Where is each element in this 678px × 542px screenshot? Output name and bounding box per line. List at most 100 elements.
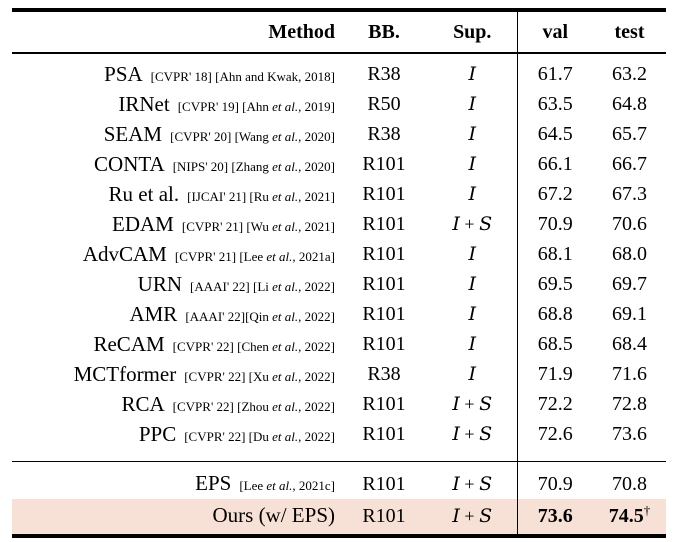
plus-sign: + bbox=[459, 473, 480, 494]
method-name: ReCAM bbox=[93, 331, 165, 356]
table-row: PPC [CVPR' 22] [Du et al., 2022] R101 I + … bbox=[12, 419, 666, 462]
method-cell: Ru et al. [IJCAI' 21] [Ru et al., 2021] bbox=[12, 179, 340, 209]
column-header-val: val bbox=[516, 10, 593, 53]
supervision-symbol-i: I bbox=[468, 273, 476, 295]
test-score-cell: 69.1 bbox=[612, 303, 647, 325]
backbone-cell: R101 bbox=[362, 273, 406, 295]
table-row: Ours (w/ EPS) R101 I + S 73.6 74.5† bbox=[12, 499, 666, 536]
results-table: Method BB. Sup. val test PSA [CVPR' 18] … bbox=[12, 8, 666, 538]
supervision-cell: I bbox=[428, 89, 517, 119]
method-cell: ReCAM [CVPR' 22] [Chen et al., 2022] bbox=[12, 329, 340, 359]
test-score-cell: 71.6 bbox=[612, 363, 647, 385]
et-al-italic: et al. bbox=[272, 398, 299, 414]
method-name: CONTA bbox=[94, 151, 165, 176]
supervision-cell: I + S bbox=[428, 419, 517, 462]
method-citation: [CVPR' 19] [Ahn et al., 2019] bbox=[177, 98, 335, 114]
method-name: IRNet bbox=[118, 91, 170, 116]
et-al-italic: et al. bbox=[272, 188, 299, 204]
table-row: MCTformer [CVPR' 22] [Xu et al., 2022] R3… bbox=[12, 359, 666, 389]
method-cell: EPS [Lee et al., 2021c] bbox=[12, 462, 340, 500]
val-score-cell: 72.2 bbox=[516, 389, 593, 419]
et-al-italic: et al. bbox=[272, 128, 299, 144]
backbone-cell: R101 bbox=[362, 183, 406, 205]
column-header-supervision: Sup. bbox=[453, 21, 492, 43]
method-cell: SEAM [CVPR' 20] [Wang et al., 2020] bbox=[12, 119, 340, 149]
supervision-symbol-i: I bbox=[468, 63, 476, 85]
method-citation: [CVPR' 22] [Du et al., 2022] bbox=[184, 428, 335, 444]
test-score-cell: 67.3 bbox=[612, 183, 647, 205]
backbone-cell: R101 bbox=[362, 153, 406, 175]
plus-sign: + bbox=[459, 394, 480, 414]
method-citation: [AAAI' 22] [Li et al., 2022] bbox=[190, 278, 335, 294]
val-score-cell: 69.5 bbox=[516, 269, 593, 299]
val-score-cell: 70.9 bbox=[516, 209, 593, 239]
table-section-prior-work: PSA [CVPR' 18] [Ahn and Kwak, 2018] R38 I 6… bbox=[12, 53, 666, 462]
test-score-cell: 66.7 bbox=[612, 153, 647, 175]
backbone-cell: R38 bbox=[367, 123, 401, 145]
column-header-method: Method bbox=[268, 21, 335, 43]
backbone-cell: R101 bbox=[362, 213, 406, 235]
method-cell: AMR [AAAI' 22][Qin et al., 2022] bbox=[12, 299, 340, 329]
method-citation: [Lee et al., 2021c] bbox=[239, 478, 335, 493]
supervision-cell: I bbox=[428, 329, 517, 359]
method-cell: PPC [CVPR' 22] [Du et al., 2022] bbox=[12, 419, 340, 462]
backbone-cell: R101 bbox=[362, 303, 406, 325]
backbone-cell: R101 bbox=[362, 423, 406, 445]
supervision-symbol-i: I bbox=[452, 423, 460, 445]
et-al-italic: et al. bbox=[266, 478, 293, 493]
method-cell: PSA [CVPR' 18] [Ahn and Kwak, 2018] bbox=[12, 53, 340, 89]
supervision-symbol-s: S bbox=[479, 472, 493, 495]
supervision-symbol-s: S bbox=[479, 423, 493, 445]
backbone-cell: R101 bbox=[362, 333, 406, 355]
table-row: AdvCAM [CVPR' 21] [Lee et al., 2021a] R10… bbox=[12, 239, 666, 269]
plus-sign: + bbox=[459, 424, 480, 444]
table-row: IRNet [CVPR' 19] [Ahn et al., 2019] R50 I 6… bbox=[12, 89, 666, 119]
test-score-cell: 70.8 bbox=[612, 472, 647, 495]
table-row: SEAM [CVPR' 20] [Wang et al., 2020] R38 I 6… bbox=[12, 119, 666, 149]
method-cell: CONTA [NIPS' 20] [Zhang et al., 2020] bbox=[12, 149, 340, 179]
val-score-cell: 72.6 bbox=[516, 419, 593, 462]
val-score-cell: 64.5 bbox=[516, 119, 593, 149]
val-score-cell: 61.7 bbox=[516, 53, 593, 89]
method-citation: [CVPR' 22] [Chen et al., 2022] bbox=[172, 338, 335, 354]
table-row: URN [AAAI' 22] [Li et al., 2022] R101 I 69.… bbox=[12, 269, 666, 299]
backbone-cell: R101 bbox=[362, 472, 406, 495]
supervision-cell: I bbox=[428, 239, 517, 269]
backbone-cell: R101 bbox=[362, 393, 406, 415]
supervision-symbol-i: I bbox=[452, 472, 460, 495]
supervision-cell: I + S bbox=[428, 209, 517, 239]
val-score-cell: 68.8 bbox=[516, 299, 593, 329]
method-cell: MCTformer [CVPR' 22] [Xu et al., 2022] bbox=[12, 359, 340, 389]
plus-sign: + bbox=[459, 505, 480, 526]
method-name: EDAM bbox=[112, 211, 174, 236]
test-score-cell: 70.6 bbox=[612, 213, 647, 235]
method-name: EPS bbox=[195, 471, 232, 495]
test-score-cell: 68.0 bbox=[612, 243, 647, 265]
supervision-symbol-i: I bbox=[468, 183, 476, 205]
et-al-italic: et al. bbox=[272, 428, 299, 444]
supervision-symbol-i: I bbox=[468, 243, 476, 265]
method-name: PPC bbox=[138, 421, 177, 446]
method-citation: [CVPR' 20] [Wang et al., 2020] bbox=[170, 128, 335, 144]
et-al-italic: et al. bbox=[272, 98, 299, 114]
et-al-italic: et al. bbox=[272, 278, 299, 294]
method-cell: IRNet [CVPR' 19] [Ahn et al., 2019] bbox=[12, 89, 340, 119]
table-row: CONTA [NIPS' 20] [Zhang et al., 2020] R10… bbox=[12, 149, 666, 179]
table-row: ReCAM [CVPR' 22] [Chen et al., 2022] R101… bbox=[12, 329, 666, 359]
method-name: AdvCAM bbox=[82, 241, 167, 266]
supervision-symbol-i: I bbox=[468, 303, 476, 325]
val-score-cell: 70.9 bbox=[516, 461, 593, 499]
table-row: AMR [AAAI' 22][Qin et al., 2022] R101 I 68.… bbox=[12, 299, 666, 329]
table-row: EDAM [CVPR' 21] [Wu et al., 2021] R101 I +… bbox=[12, 209, 666, 239]
plus-sign: + bbox=[459, 214, 480, 234]
backbone-cell: R50 bbox=[367, 93, 401, 115]
supervision-cell: I bbox=[428, 119, 517, 149]
et-al-italic: et al. bbox=[272, 368, 299, 384]
val-score-cell: 73.6 bbox=[516, 499, 593, 536]
supervision-symbol-i: I bbox=[468, 93, 476, 115]
method-name: PSA bbox=[104, 61, 143, 86]
supervision-symbol-i: I bbox=[468, 123, 476, 145]
test-score-cell: 74.5† bbox=[593, 499, 666, 536]
supervision-cell: I + S bbox=[428, 499, 517, 536]
